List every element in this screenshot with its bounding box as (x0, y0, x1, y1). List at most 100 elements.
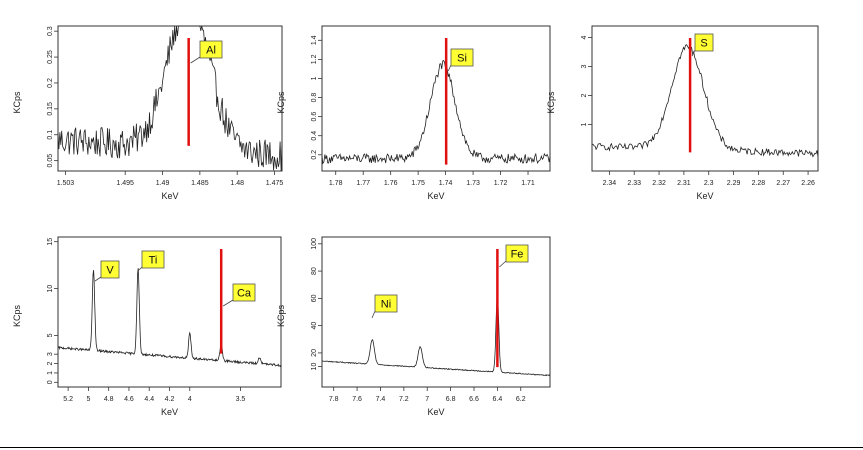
x-tick-label: 1.71 (521, 180, 535, 187)
peak-v-tag-box (100, 260, 120, 279)
y-tick-label: 60 (311, 294, 318, 302)
y-tick-label: 20 (311, 349, 318, 357)
x-tick-label: 4.4 (144, 396, 154, 403)
chart-si-tag-box (450, 48, 474, 67)
x-tick-label: 6.6 (469, 396, 479, 403)
y-tick-label: 5 (47, 333, 54, 337)
x-tick-label: 2.33 (627, 180, 641, 187)
x-tick-label: 1.495 (116, 180, 134, 187)
bottom-divider (0, 447, 863, 448)
chart-fe-leader (499, 260, 507, 268)
y-tick-label: 80 (311, 267, 318, 275)
peak-ni-tag-box (374, 294, 398, 313)
chart-al-tag: Al (190, 40, 223, 64)
x-tick-label: 6.4 (493, 396, 503, 403)
y-tick-label: 0.05 (47, 154, 54, 168)
x-tick-label: 7.6 (352, 396, 362, 403)
chart-si-spectrum-line (321, 59, 551, 165)
x-tick-label: 4.8 (104, 396, 114, 403)
x-tick-label: 7.2 (399, 396, 409, 403)
x-tick-label: 5.2 (63, 396, 73, 403)
y-tick-label: 3 (581, 65, 588, 69)
x-tick-label: 5 (86, 396, 90, 403)
chart-ca-frame (57, 236, 282, 388)
chart-si-frame (321, 25, 551, 172)
chart-si-xlabel: KeV (427, 191, 444, 201)
x-tick-label: 1.49 (156, 180, 170, 187)
y-tick-label: 0.2 (47, 78, 54, 88)
chart-fe-tag: Fe (499, 244, 529, 268)
chart-s-xlabel: KeV (696, 191, 713, 201)
x-tick-label: 1.485 (191, 180, 209, 187)
chart-s-label: S (700, 38, 707, 50)
x-tick-label: 4 (188, 396, 192, 403)
chart-s-frame (591, 25, 819, 172)
x-tick-label: 2.3 (704, 180, 714, 187)
x-tick-label: 2.29 (727, 180, 741, 187)
chart-s-leader (691, 49, 696, 57)
chart-s-tag: S (691, 33, 714, 57)
x-tick-label: 2.31 (677, 180, 691, 187)
y-tick-label: 15 (47, 238, 54, 246)
y-tick-label: 1 (581, 123, 588, 127)
y-tick-label: 10 (311, 363, 318, 371)
y-tick-label: 0.8 (311, 93, 318, 103)
y-tick-label: 0.2 (311, 150, 318, 160)
x-tick-label: 2.34 (603, 180, 617, 187)
x-tick-label: 2.28 (752, 180, 766, 187)
peak-v-leader (94, 276, 102, 282)
chart-al: 1.503 1.495 1.49 1.485 1.48 1.475 0.05 0.1 0.15 0… (12, 25, 284, 201)
y-tick-label: 0.3 (47, 26, 54, 36)
peak-ni-label: Ni (381, 299, 391, 311)
chart-s: 2.34 2.33 2.32 2.31 2.3 2.29 2.28 2.27 2.26 1 2 3 4 K… (546, 25, 819, 201)
chart-si-leader (447, 64, 452, 72)
chart-ca-tag-box (232, 283, 256, 302)
peak-v-tag: V (94, 260, 120, 282)
y-tick-label: 1.4 (311, 35, 318, 45)
x-tick-label: 1.73 (466, 180, 480, 187)
x-tick-label: 6.8 (446, 396, 456, 403)
x-tick-label: 2.26 (801, 180, 815, 187)
chart-ca-label: Ca (237, 288, 252, 300)
y-tick-label: 2 (581, 94, 588, 98)
chart-si-tag: Si (447, 48, 474, 72)
chart-ca-xlabel: KeV (161, 407, 178, 417)
x-tick-label: 1.48 (230, 180, 244, 187)
chart-al-tag-box (199, 40, 223, 59)
y-tick-label: 2 (47, 362, 54, 366)
peak-ni-leader (371, 310, 376, 319)
chart-fe-ylabel: KCps (276, 305, 286, 328)
chart-fe-frame (321, 236, 551, 388)
y-tick-label: 0.15 (47, 102, 54, 116)
chart-ca: 5.2 5 4.8 4.6 4.4 4.2 4 3.5 0 1 2 3 5 10 15 KeV KCps Ca V T… (12, 236, 282, 417)
x-tick-label: 7.8 (329, 396, 339, 403)
x-tick-label: 2.27 (776, 180, 790, 187)
chart-si: 1.78 1.77 1.76 1.75 1.74 1.73 1.72 1.71 0.2 0.4 0.… (276, 25, 551, 201)
chart-ca-ylabel: KCps (12, 305, 22, 328)
x-tick-label: 1.503 (57, 180, 75, 187)
peak-ti-label: Ti (149, 255, 158, 267)
chart-si-label: Si (457, 53, 467, 65)
y-tick-label: 0 (47, 380, 54, 384)
x-tick-label: 4.6 (124, 396, 134, 403)
chart-s-ylabel: KCps (546, 91, 556, 114)
y-tick-label: 0.1 (47, 130, 54, 140)
x-tick-label: 7 (425, 396, 429, 403)
x-tick-label: 1.475 (266, 180, 284, 187)
x-tick-label: 1.72 (494, 180, 508, 187)
chart-fe: 7.8 7.6 7.4 7.2 7 6.8 6.6 6.4 6.2 10 20 40 60 80 100 Ke… (276, 236, 551, 417)
y-tick-label: 10 (47, 285, 54, 293)
chart-al-leader (190, 56, 201, 64)
peak-ti-leader (137, 266, 143, 272)
chart-s-spectrum-line (592, 44, 819, 158)
chart-fe-xlabel: KeV (427, 407, 444, 417)
y-tick-label: 0.4 (311, 131, 318, 141)
y-tick-label: 0.25 (47, 50, 54, 64)
chart-si-ylabel: KCps (276, 91, 286, 114)
peak-v-label: V (106, 265, 114, 277)
y-tick-label: 1.2 (311, 54, 318, 64)
chart-ca-tag: Ca (222, 283, 256, 307)
peak-ti-tag-box (141, 250, 165, 269)
chart-s-tag-box (694, 33, 714, 52)
